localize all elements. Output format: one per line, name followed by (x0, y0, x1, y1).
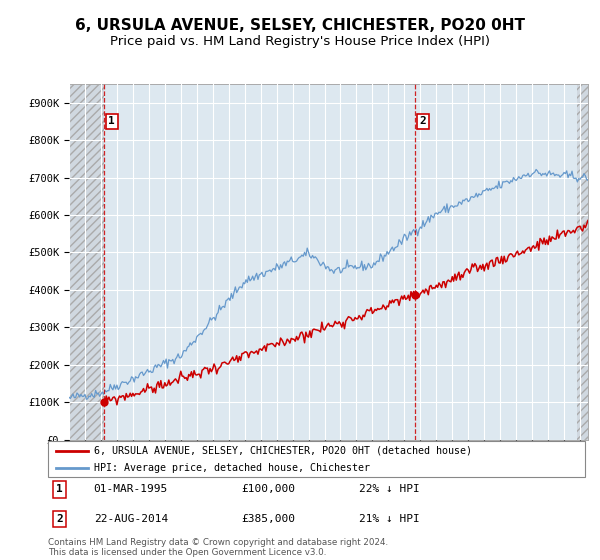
Text: 6, URSULA AVENUE, SELSEY, CHICHESTER, PO20 0HT (detached house): 6, URSULA AVENUE, SELSEY, CHICHESTER, PO… (94, 446, 472, 455)
Text: 6, URSULA AVENUE, SELSEY, CHICHESTER, PO20 0HT: 6, URSULA AVENUE, SELSEY, CHICHESTER, PO… (75, 18, 525, 34)
Text: 2: 2 (56, 514, 63, 524)
Text: HPI: Average price, detached house, Chichester: HPI: Average price, detached house, Chic… (94, 463, 370, 473)
Text: Contains HM Land Registry data © Crown copyright and database right 2024.
This d: Contains HM Land Registry data © Crown c… (48, 538, 388, 557)
Text: £385,000: £385,000 (241, 514, 295, 524)
Text: 1: 1 (56, 484, 63, 494)
Text: 2: 2 (419, 116, 426, 127)
Text: 22% ↓ HPI: 22% ↓ HPI (359, 484, 420, 494)
Text: Price paid vs. HM Land Registry's House Price Index (HPI): Price paid vs. HM Land Registry's House … (110, 35, 490, 48)
Text: 01-MAR-1995: 01-MAR-1995 (94, 484, 168, 494)
Text: 21% ↓ HPI: 21% ↓ HPI (359, 514, 420, 524)
Text: 1: 1 (109, 116, 115, 127)
Bar (577, 84, 588, 440)
FancyBboxPatch shape (48, 441, 585, 477)
Bar (69, 84, 104, 440)
Text: £100,000: £100,000 (241, 484, 295, 494)
Text: 22-AUG-2014: 22-AUG-2014 (94, 514, 168, 524)
